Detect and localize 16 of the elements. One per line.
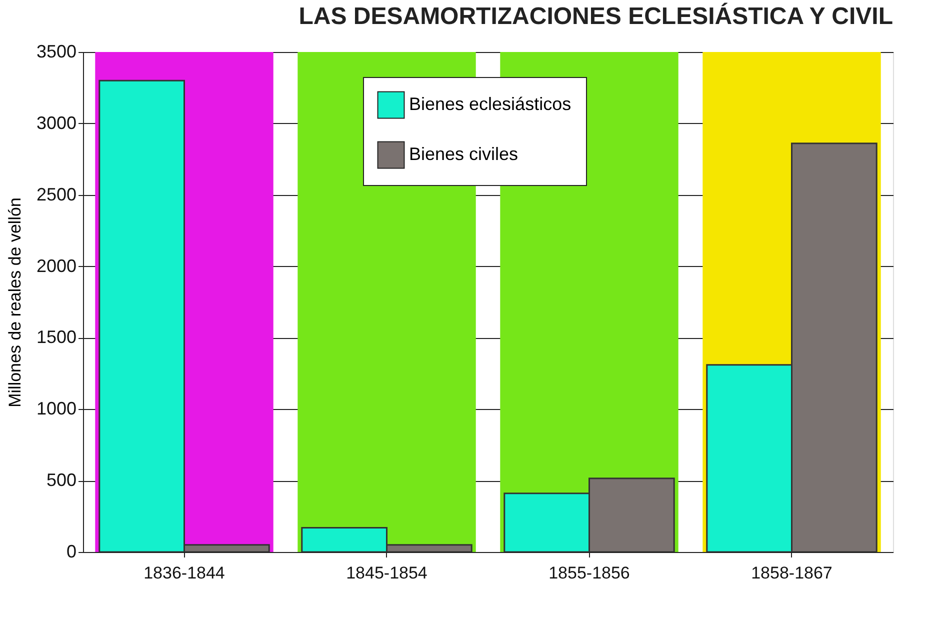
y-tick-label: 3500 <box>36 42 76 62</box>
x-tick-label: 1836-1844 <box>144 564 225 582</box>
x-tick-label: 1855-1856 <box>548 564 630 582</box>
chart-title: LAS DESAMORTIZACIONES ECLESIÁSTICA Y CIVIL <box>298 2 893 30</box>
y-tick-label: 0 <box>66 542 76 562</box>
y-tick-label: 3000 <box>36 112 76 133</box>
y-tick-label: 1500 <box>36 327 76 348</box>
y-tick-label: 2500 <box>36 184 76 204</box>
legend-label: Bienes civiles <box>409 144 518 164</box>
x-tick-label: 1858-1867 <box>751 564 832 582</box>
y-tick-label: 500 <box>46 470 76 490</box>
x-tick-label: 1845-1854 <box>346 564 428 582</box>
y-axis-title: Millones de reales de vellón <box>5 198 24 408</box>
y-tick-label: 1000 <box>36 398 76 419</box>
y-tick-label: 2000 <box>36 256 76 276</box>
legend-label: Bienes eclesiásticos <box>409 94 572 114</box>
